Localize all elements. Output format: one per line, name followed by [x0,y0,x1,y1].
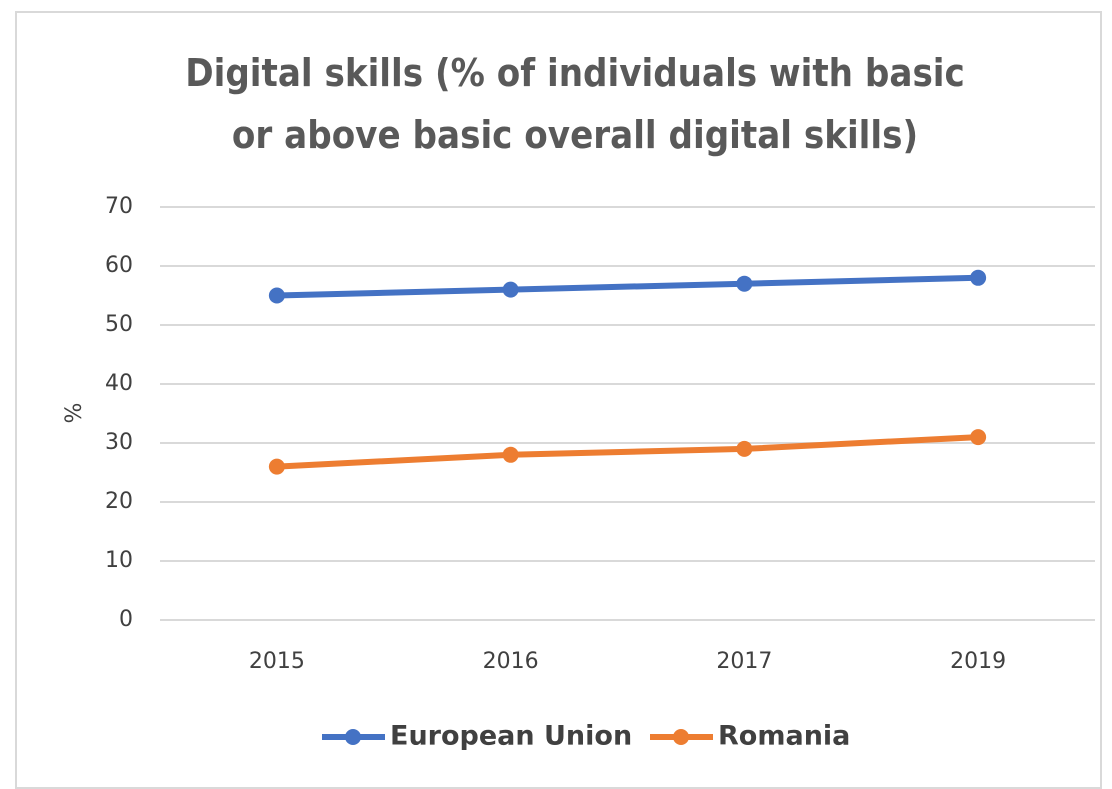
series-line [273,434,982,470]
legend-label: Romania [718,721,850,752]
chart-title: Digital skills (% of individuals with ba… [185,51,965,157]
y-tick-label: 30 [105,430,133,455]
data-point [970,269,987,286]
data-point [268,458,285,475]
y-axis-label: % [62,403,87,424]
y-tick-label: 70 [105,194,133,219]
x-tick-label: 2016 [483,649,539,674]
y-tick-label: 50 [105,312,133,337]
data-point [502,281,519,298]
y-tick-label: 10 [105,548,133,573]
data-point [736,275,753,292]
x-tick-label: 2019 [950,649,1006,674]
x-tick-label: 2015 [249,649,305,674]
y-tick-label: 40 [105,371,133,396]
legend-marker [673,729,689,745]
data-point [502,446,519,463]
data-point [268,287,285,304]
x-tick-label: 2017 [716,649,772,674]
y-tick-label: 60 [105,253,133,278]
data-point [970,429,987,446]
chart-frame [15,11,1102,789]
y-tick-label: 0 [119,607,133,632]
y-tick-label: 20 [105,489,133,514]
legend-label: European Union [390,721,632,752]
series-line [273,274,982,299]
legend-marker [345,729,361,745]
data-point [736,440,753,457]
